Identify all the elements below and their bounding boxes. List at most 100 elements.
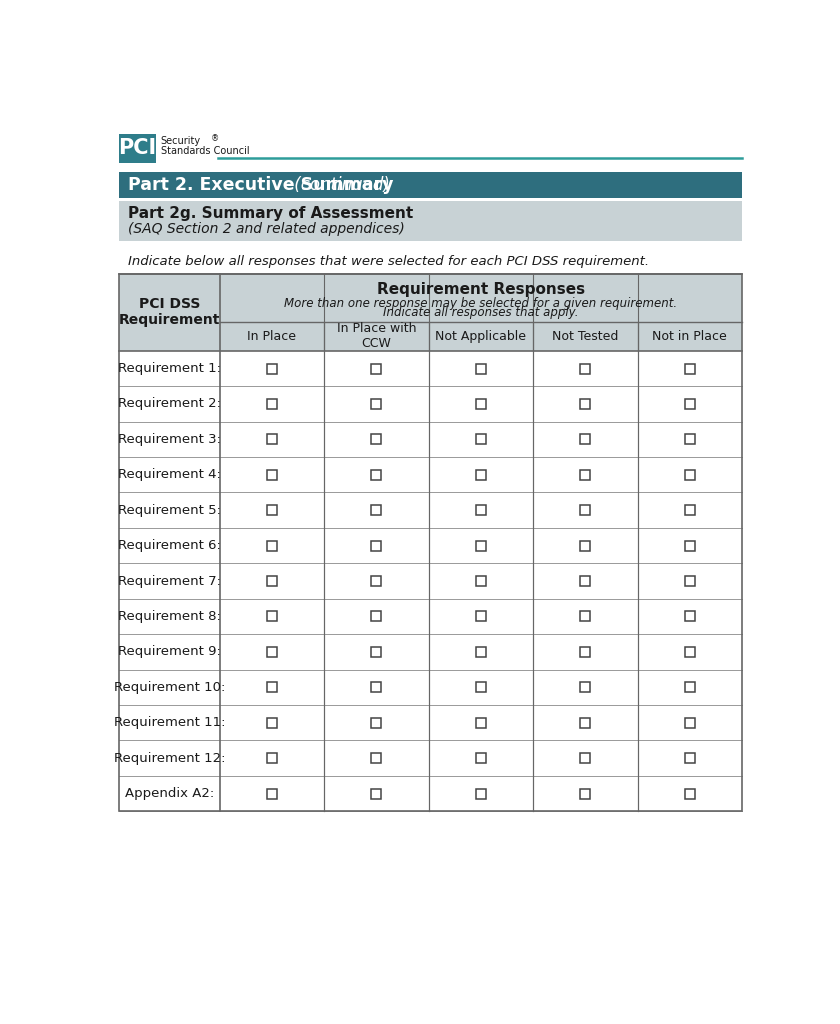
Bar: [580, 364, 591, 374]
Bar: [685, 505, 695, 515]
Bar: [475, 541, 486, 551]
Text: Requirement 8:: Requirement 8:: [118, 610, 221, 623]
Bar: [685, 399, 695, 409]
Bar: [267, 682, 277, 692]
Bar: [267, 577, 277, 586]
Text: More than one response may be selected for a given requirement.: More than one response may be selected f…: [284, 297, 677, 310]
Bar: [119, 386, 742, 422]
Bar: [580, 434, 591, 444]
Bar: [475, 682, 486, 692]
Bar: [119, 273, 220, 351]
Bar: [685, 577, 695, 586]
Text: Appendix A2:: Appendix A2:: [124, 787, 214, 800]
Text: Standards Council: Standards Council: [160, 145, 249, 156]
Bar: [267, 718, 277, 728]
Text: ®: ®: [210, 134, 218, 142]
Bar: [580, 577, 591, 586]
Bar: [371, 682, 381, 692]
Text: In Place: In Place: [248, 330, 297, 343]
Bar: [371, 647, 381, 656]
Text: (continued): (continued): [290, 176, 391, 195]
Text: Requirement Responses: Requirement Responses: [377, 282, 585, 297]
Text: Requirement 4:: Requirement 4:: [118, 468, 221, 481]
Bar: [475, 788, 486, 799]
Bar: [119, 740, 742, 776]
Bar: [119, 634, 742, 670]
Bar: [685, 718, 695, 728]
Bar: [371, 470, 381, 480]
Text: Requirement 11:: Requirement 11:: [113, 716, 225, 729]
Bar: [267, 611, 277, 622]
Bar: [119, 273, 742, 811]
Bar: [580, 611, 591, 622]
Bar: [580, 470, 591, 480]
Bar: [371, 718, 381, 728]
Bar: [119, 670, 742, 705]
Bar: [267, 788, 277, 799]
Bar: [119, 563, 742, 599]
Bar: [580, 682, 591, 692]
Text: Requirement 1:: Requirement 1:: [118, 362, 221, 375]
Bar: [267, 505, 277, 515]
Text: Requirement 6:: Requirement 6:: [118, 539, 221, 552]
Bar: [371, 577, 381, 586]
Bar: [580, 753, 591, 763]
Text: Indicate all responses that apply.: Indicate all responses that apply.: [383, 306, 579, 319]
Bar: [371, 505, 381, 515]
Bar: [580, 718, 591, 728]
Bar: [475, 505, 486, 515]
Text: (SAQ Section 2 and related appendices): (SAQ Section 2 and related appendices): [129, 222, 405, 237]
Bar: [685, 682, 695, 692]
Bar: [119, 422, 742, 457]
Text: Requirement 3:: Requirement 3:: [118, 433, 221, 445]
Bar: [371, 434, 381, 444]
Bar: [119, 528, 742, 563]
Text: Part 2g. Summary of Assessment: Part 2g. Summary of Assessment: [129, 206, 413, 221]
Bar: [119, 599, 742, 634]
Bar: [685, 470, 695, 480]
Text: Requirement 9:: Requirement 9:: [118, 645, 221, 658]
Text: Not Tested: Not Tested: [552, 330, 618, 343]
Bar: [580, 788, 591, 799]
Bar: [475, 399, 486, 409]
Bar: [119, 202, 742, 242]
Bar: [685, 647, 695, 656]
Bar: [475, 364, 486, 374]
Bar: [580, 647, 591, 656]
Bar: [371, 788, 381, 799]
Bar: [685, 753, 695, 763]
Bar: [580, 505, 591, 515]
Text: In Place with
CCW: In Place with CCW: [337, 323, 416, 350]
Bar: [475, 434, 486, 444]
Bar: [119, 351, 742, 386]
Bar: [371, 399, 381, 409]
Text: PCI: PCI: [118, 138, 156, 159]
Bar: [371, 364, 381, 374]
Bar: [371, 753, 381, 763]
Bar: [220, 322, 742, 351]
Bar: [267, 647, 277, 656]
Text: Requirement 7:: Requirement 7:: [118, 574, 221, 588]
Text: Part 2. Executive Summary: Part 2. Executive Summary: [129, 176, 394, 195]
Bar: [475, 470, 486, 480]
Text: Requirement 2:: Requirement 2:: [118, 397, 221, 411]
Bar: [267, 541, 277, 551]
Bar: [685, 541, 695, 551]
Text: Indicate below all responses that were selected for each PCI DSS requirement.: Indicate below all responses that were s…: [129, 255, 649, 268]
Bar: [475, 718, 486, 728]
Text: PCI DSS
Requirement: PCI DSS Requirement: [118, 297, 220, 328]
Bar: [371, 611, 381, 622]
Text: Not Applicable: Not Applicable: [435, 330, 527, 343]
Text: Requirement 10:: Requirement 10:: [113, 681, 225, 694]
Bar: [267, 753, 277, 763]
Bar: [267, 399, 277, 409]
Bar: [267, 364, 277, 374]
Bar: [685, 434, 695, 444]
Bar: [371, 541, 381, 551]
Text: Security: Security: [160, 136, 201, 146]
Bar: [685, 788, 695, 799]
Bar: [267, 470, 277, 480]
Bar: [119, 776, 742, 811]
Bar: [475, 753, 486, 763]
Bar: [580, 541, 591, 551]
